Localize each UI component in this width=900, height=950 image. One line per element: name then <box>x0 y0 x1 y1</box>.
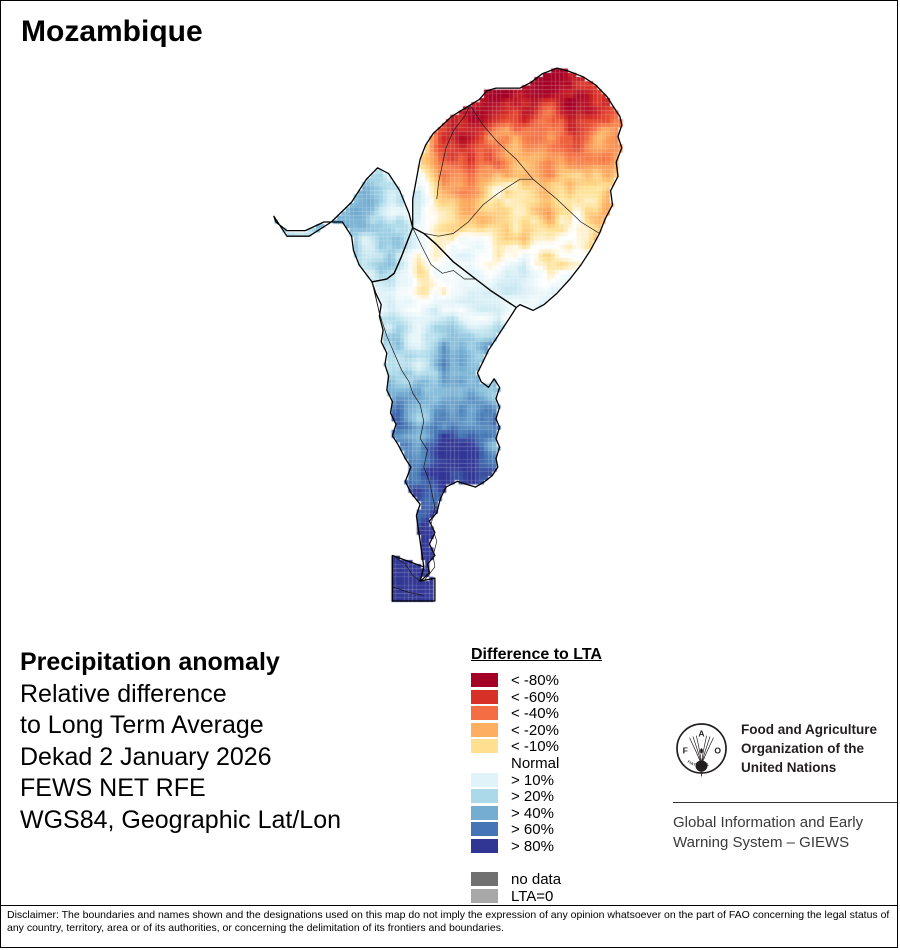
svg-text:O: O <box>714 746 721 756</box>
svg-text:A: A <box>698 729 704 739</box>
svg-text:FIAT PANIS: FIAT PANIS <box>687 760 710 768</box>
svg-text:F: F <box>683 746 688 756</box>
